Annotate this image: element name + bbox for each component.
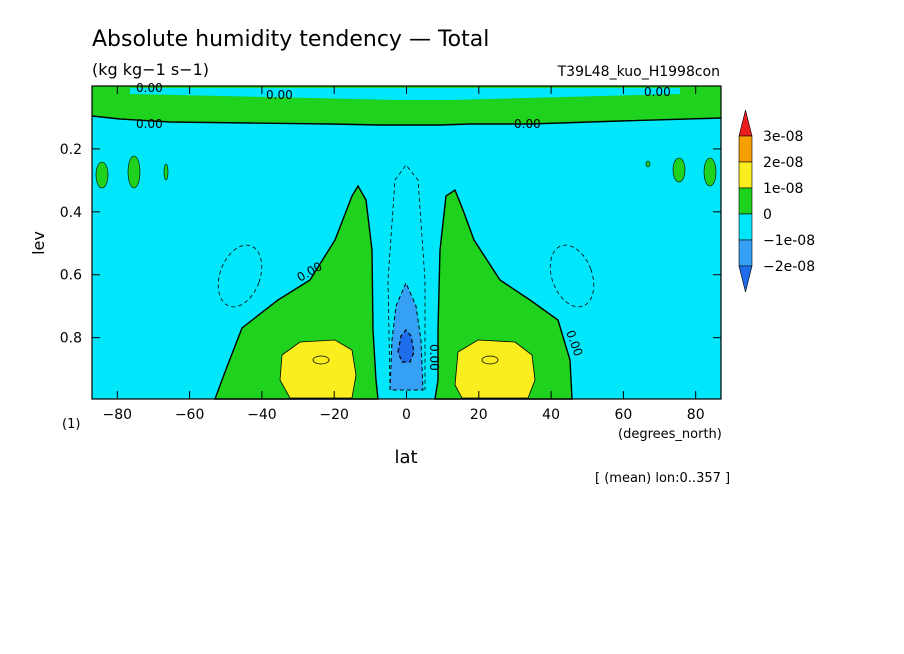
contour-label: 0.00 [266, 88, 293, 102]
colorbar-label: 1e-08 [763, 181, 803, 197]
colorbar-label: −2e-08 [763, 259, 815, 275]
x-tick-label: 20 [470, 407, 488, 423]
dashed-contour-oval [217, 244, 263, 308]
colorbar-label: 3e-08 [763, 129, 803, 145]
x-tick-label: 80 [687, 407, 705, 423]
y-axis: 0.2 0.4 0.6 0.8 [60, 142, 721, 347]
max-core-south [312, 355, 330, 365]
positive-blob [127, 155, 141, 189]
x-tick-label: −80 [103, 407, 133, 423]
colorbar-swatch [738, 213, 753, 241]
x-axis: −80 −60 −40 −20 0 20 40 60 80 [103, 86, 705, 423]
dashed-contour-oval [549, 244, 595, 308]
contour-label: 0.00 [136, 81, 163, 95]
colorbar-swatch [738, 187, 753, 215]
plot-area: 0.00 0.00 0.00 0.00 0.00 0.00 0.00 0.00 [91, 81, 722, 400]
colorbar-swatch [738, 161, 753, 189]
x-tick-label: −60 [175, 407, 205, 423]
x-axis-label: lat [394, 447, 417, 468]
colorbar-label: 0 [763, 207, 772, 223]
chart-title: Absolute humidity tendency — Total [92, 27, 489, 52]
equatorial-minimum-core [397, 329, 415, 363]
x-tick-label: −40 [247, 407, 277, 423]
x-tick-label: 0 [402, 407, 411, 423]
max-core-north [481, 355, 499, 365]
experiment-label: T39L48_kuo_H1998con [557, 64, 720, 80]
x-tick-label: 40 [542, 407, 560, 423]
positive-blob [95, 161, 109, 189]
colorbar-swatch [738, 239, 753, 267]
contour-label: 0.00 [514, 117, 541, 131]
contour-label: 0.00 [644, 85, 671, 99]
y-units-label: (1) [62, 417, 80, 432]
y-tick-label: 0.8 [60, 331, 82, 347]
contour-label: 0.00 [427, 344, 441, 371]
top-cyan-strip [130, 88, 680, 100]
footer-note: [ (mean) lon:0..357 ] [595, 471, 730, 486]
colorbar-label: −1e-08 [763, 233, 815, 249]
y-tick-label: 0.4 [60, 205, 82, 221]
contour-label: 0.00 [136, 117, 163, 131]
positive-blob [163, 163, 169, 181]
x-tick-label: 60 [614, 407, 632, 423]
positive-blob [645, 160, 651, 168]
positive-blob [672, 157, 686, 183]
colorbar-cap-high [738, 109, 753, 137]
colorbar-cap-low [738, 265, 753, 293]
y-tick-label: 0.6 [60, 268, 82, 284]
colorbar-label: 2e-08 [763, 155, 803, 171]
positive-blob [703, 157, 717, 187]
x-units-label: (degrees_north) [618, 427, 722, 442]
x-tick-label: −20 [319, 407, 349, 423]
colorbar-swatch [738, 135, 753, 163]
subtropical-max-south [279, 339, 357, 399]
y-axis-label: lev [29, 231, 48, 255]
subtropical-max-north [454, 339, 536, 399]
zero-contour [91, 115, 722, 126]
colorbar: 3e-08 2e-08 1e-08 0 −1e-08 −2e-08 [738, 109, 815, 293]
y-tick-label: 0.2 [60, 142, 82, 158]
chart-units: (kg kg−1 s−1) [92, 60, 209, 79]
